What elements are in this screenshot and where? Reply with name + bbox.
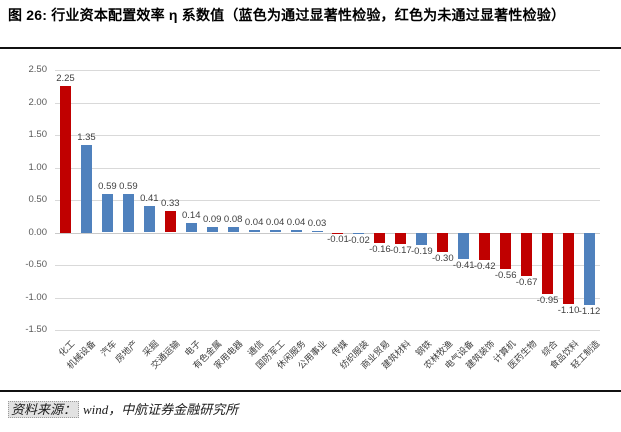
bar-value-label: 0.59 — [98, 181, 117, 193]
bar — [521, 232, 533, 277]
bar — [206, 226, 218, 233]
title-divider — [0, 47, 621, 49]
bar-value-label: -0.67 — [515, 277, 538, 289]
y-axis: 2.50 2.00 1.50 1.00 0.50 0.00 -0.50 -1.00 -1.50 — [0, 64, 48, 335]
bar-value-label: -0.42 — [473, 260, 496, 272]
bar-value-label: -0.02 — [348, 234, 370, 246]
y-tick-label: 1.50 — [28, 129, 48, 140]
gridline — [55, 297, 600, 299]
bar — [248, 229, 260, 233]
bar-value-label: -0.17 — [390, 244, 412, 256]
gridline — [55, 232, 600, 234]
y-tick-label: 0.50 — [28, 194, 48, 205]
bar — [416, 232, 428, 245]
figure-title: 图 26: 行业资本配置效率 η 系数值（蓝色为通过显著性检验，红色为未通过显著… — [8, 7, 566, 23]
bar-value-label: 0.41 — [140, 192, 159, 204]
gridline — [55, 200, 600, 201]
bar — [584, 232, 596, 306]
bar-value-label: 0.09 — [202, 213, 222, 225]
bar — [458, 232, 470, 260]
bar-value-label: -1.12 — [578, 306, 601, 318]
bar — [500, 232, 512, 269]
x-axis: 化工 机械设备 汽车 房地产 采掘 交通运输 电子 有色金属 家用电器 通信 国防军工 休闲服务 公用事… — [55, 333, 601, 391]
bar — [290, 229, 302, 233]
bar — [101, 194, 113, 233]
bar-value-label: 0.04 — [286, 216, 306, 228]
gridline — [55, 265, 600, 266]
bar-value-label: -0.19 — [410, 245, 433, 257]
y-tick-label: -1.00 — [25, 291, 47, 303]
gridline — [55, 167, 600, 169]
y-tick-label: 2.00 — [28, 96, 48, 108]
y-tick-label: -0.50 — [25, 259, 47, 270]
bar — [80, 144, 92, 233]
gridline — [55, 135, 600, 136]
bar-value-label: 0.33 — [161, 198, 180, 210]
y-tick-label: 2.50 — [28, 64, 48, 75]
gridline — [55, 70, 600, 71]
bar — [437, 232, 449, 252]
bar-value-label: -0.41 — [452, 260, 475, 272]
bar-value-label: -0.01 — [327, 234, 349, 246]
x-tick-label-text: 房地产 — [113, 338, 140, 365]
bar-value-label: 0.04 — [244, 216, 264, 228]
bar — [563, 232, 575, 304]
gridline — [55, 330, 600, 331]
bar-value-label: 0.14 — [182, 210, 201, 222]
bar — [479, 232, 491, 260]
source-label: 资料来源： — [8, 401, 80, 418]
bar — [185, 223, 197, 233]
bar — [164, 211, 176, 233]
bar-value-label: 0.04 — [265, 216, 285, 228]
bar — [59, 86, 71, 233]
y-tick-label: 1.00 — [28, 161, 48, 173]
bar-value-label: -0.56 — [494, 269, 517, 281]
gridline — [55, 102, 600, 104]
bar-value-label: 0.03 — [307, 217, 327, 229]
bar — [227, 227, 239, 233]
bar — [332, 232, 344, 234]
bar-value-label: 2.25 — [56, 73, 75, 85]
y-tick-label: 0.00 — [28, 226, 48, 238]
bar-value-label: -0.95 — [536, 295, 559, 307]
bar — [374, 232, 386, 243]
bar — [143, 205, 155, 233]
bar-value-label: 1.35 — [77, 131, 96, 143]
bar-value-label: -1.10 — [557, 305, 580, 316]
bar — [311, 230, 323, 233]
bar — [122, 194, 134, 233]
bar — [269, 229, 281, 233]
bar-value-label: -0.30 — [431, 253, 454, 264]
bar-value-label: -0.16 — [369, 243, 391, 255]
bar-value-label: 0.08 — [223, 214, 243, 226]
bar — [542, 232, 554, 295]
bar-value-label: 0.59 — [119, 181, 138, 193]
source-text: wind，中航证券金融研究所 — [83, 402, 239, 417]
bar — [395, 232, 407, 244]
source-line: 资料来源： wind，中航证券金融研究所 — [8, 399, 613, 418]
bar — [353, 232, 365, 234]
footer-divider — [0, 390, 621, 392]
plot-area: 2.25 1.35 0.59 0.59 0.41 0.33 0.14 0.09 0.08 0.04… — [55, 70, 600, 332]
y-tick-label: -1.50 — [25, 324, 47, 335]
